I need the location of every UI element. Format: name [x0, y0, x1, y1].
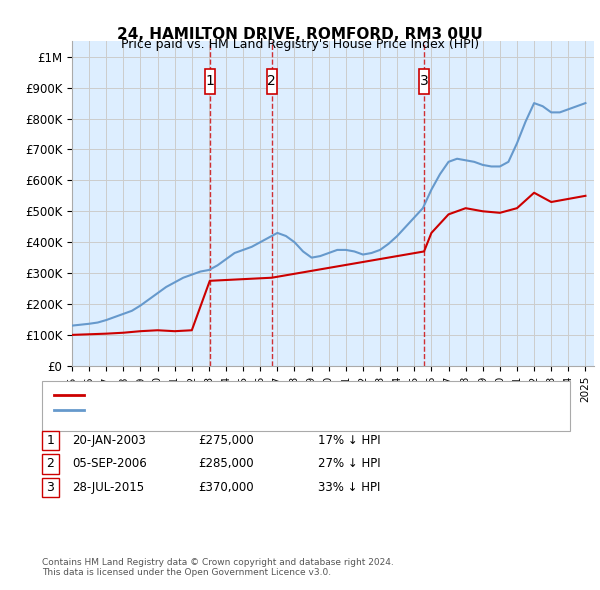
Text: HPI: Average price, detached house, Havering: HPI: Average price, detached house, Have…: [93, 405, 333, 415]
FancyBboxPatch shape: [266, 69, 277, 94]
Text: Price paid vs. HM Land Registry's House Price Index (HPI): Price paid vs. HM Land Registry's House …: [121, 38, 479, 51]
Text: Contains HM Land Registry data © Crown copyright and database right 2024.
This d: Contains HM Land Registry data © Crown c…: [42, 558, 394, 577]
Text: £285,000: £285,000: [198, 457, 254, 470]
Text: £275,000: £275,000: [198, 434, 254, 447]
FancyBboxPatch shape: [205, 69, 215, 94]
Text: 2: 2: [268, 74, 276, 88]
Text: 24, HAMILTON DRIVE, ROMFORD, RM3 0UU (detached house): 24, HAMILTON DRIVE, ROMFORD, RM3 0UU (de…: [93, 391, 410, 400]
Text: 2: 2: [46, 457, 55, 470]
Text: 3: 3: [419, 74, 428, 88]
Text: 20-JAN-2003: 20-JAN-2003: [72, 434, 146, 447]
Text: 24, HAMILTON DRIVE, ROMFORD, RM3 0UU: 24, HAMILTON DRIVE, ROMFORD, RM3 0UU: [117, 27, 483, 41]
Text: 05-SEP-2006: 05-SEP-2006: [72, 457, 147, 470]
Text: 17% ↓ HPI: 17% ↓ HPI: [318, 434, 380, 447]
Text: 27% ↓ HPI: 27% ↓ HPI: [318, 457, 380, 470]
Text: 3: 3: [46, 481, 55, 494]
Text: 28-JUL-2015: 28-JUL-2015: [72, 481, 144, 494]
Text: 1: 1: [205, 74, 214, 88]
Text: 1: 1: [46, 434, 55, 447]
FancyBboxPatch shape: [419, 69, 429, 94]
Text: 33% ↓ HPI: 33% ↓ HPI: [318, 481, 380, 494]
Text: £370,000: £370,000: [198, 481, 254, 494]
